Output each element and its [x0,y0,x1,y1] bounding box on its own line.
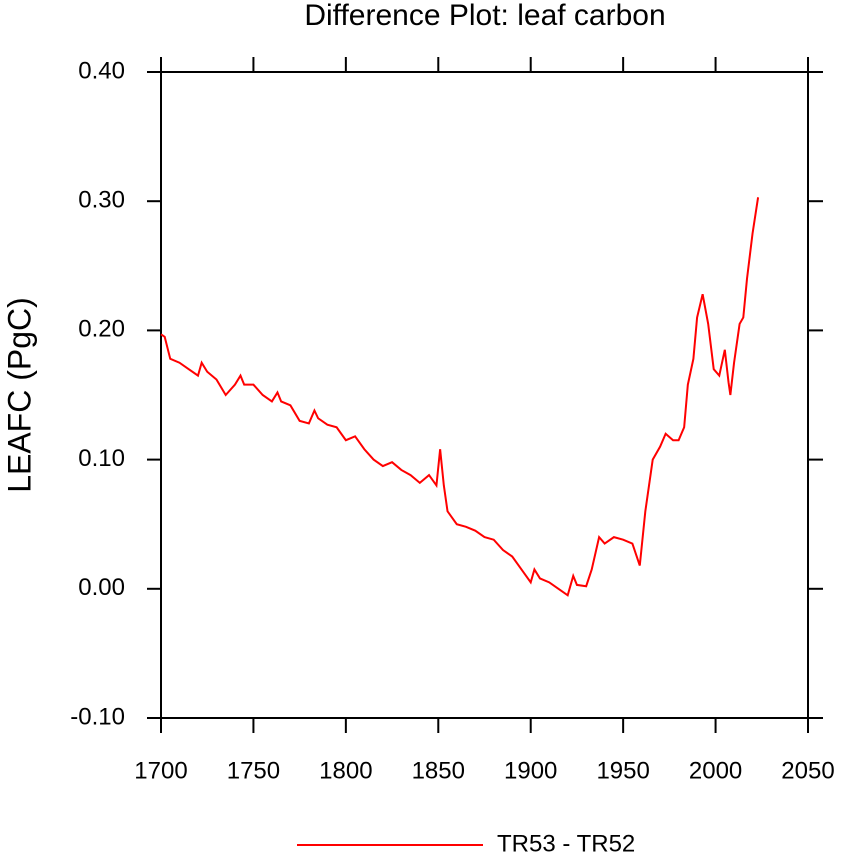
y-axis-label: LEAFC (PgC) [1,297,37,493]
x-tick-label: 1800 [319,757,372,784]
x-tick-label: 1900 [504,757,557,784]
y-tick-label: 0.00 [78,574,125,601]
y-tick-label: 0.40 [78,57,125,84]
data-line [160,197,760,597]
chart-title: Difference Plot: leaf carbon [304,0,665,32]
x-tick-label: 1700 [134,757,187,784]
x-tick-label: 1750 [227,757,280,784]
x-tick-label: 1850 [412,757,465,784]
legend-label: TR53 - TR52 [497,830,635,857]
x-tick-label: 2050 [781,757,834,784]
y-tick-label: 0.10 [78,445,125,472]
x-tick-label: 1950 [596,757,649,784]
y-tick-label: 0.30 [78,187,125,214]
y-tick-label: -0.10 [70,703,125,730]
plot-frame [160,71,809,719]
y-tick-label: 0.20 [78,316,125,343]
x-tick-label: 2000 [689,757,742,784]
